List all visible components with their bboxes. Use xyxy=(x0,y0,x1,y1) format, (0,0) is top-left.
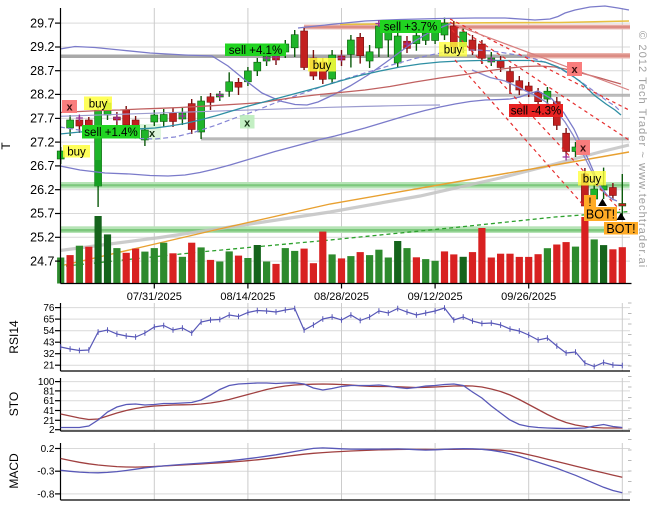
svg-text:26.7: 26.7 xyxy=(30,159,54,173)
svg-text:21: 21 xyxy=(43,416,55,427)
svg-text:21: 21 xyxy=(43,361,55,372)
svg-text:29.2: 29.2 xyxy=(30,40,54,54)
svg-text:STO: STO xyxy=(7,392,21,416)
svg-text:25.7: 25.7 xyxy=(30,207,54,221)
svg-text:BOT!: BOT! xyxy=(586,208,615,222)
svg-text:buy: buy xyxy=(583,173,602,185)
svg-text:54: 54 xyxy=(43,326,55,337)
svg-text:buy: buy xyxy=(89,98,108,110)
svg-text:-0.3: -0.3 xyxy=(37,467,55,478)
svg-text:08/28/2025: 08/28/2025 xyxy=(314,291,369,303)
svg-text:0.2: 0.2 xyxy=(41,444,55,455)
svg-text:buy: buy xyxy=(67,146,86,158)
svg-text:28.2: 28.2 xyxy=(30,88,54,102)
svg-text:sell +4.1%: sell +4.1% xyxy=(229,45,282,57)
svg-text:07/31/2025: 07/31/2025 xyxy=(127,291,182,303)
svg-text:MACD: MACD xyxy=(7,453,21,489)
svg-text:© 2012 Tech Trader ~ www.techt: © 2012 Tech Trader ~ www.techtrader.ai xyxy=(636,31,648,268)
svg-text:-0.8: -0.8 xyxy=(37,489,55,500)
svg-text:sell +3.7%: sell +3.7% xyxy=(384,22,437,34)
svg-text:100: 100 xyxy=(38,377,55,388)
svg-text:sell +1.4%: sell +1.4% xyxy=(84,127,137,139)
svg-text:sell -4.3%: sell -4.3% xyxy=(511,106,562,118)
svg-text:08/14/2025: 08/14/2025 xyxy=(220,291,275,303)
svg-text:24.7: 24.7 xyxy=(30,254,54,268)
svg-text:28.7: 28.7 xyxy=(30,64,54,78)
svg-text:32: 32 xyxy=(43,349,55,360)
svg-text:25.2: 25.2 xyxy=(30,231,54,245)
svg-text:!: ! xyxy=(588,197,591,209)
svg-text:09/12/2025: 09/12/2025 xyxy=(408,291,463,303)
svg-text:x: x xyxy=(66,102,73,114)
svg-text:RSI14: RSI14 xyxy=(7,320,21,354)
svg-text:x: x xyxy=(580,143,587,155)
svg-text:09/26/2025: 09/26/2025 xyxy=(501,291,556,303)
svg-text:27.7: 27.7 xyxy=(30,112,54,126)
svg-text:T: T xyxy=(0,142,13,150)
svg-text:buy: buy xyxy=(444,44,463,56)
svg-text:26.2: 26.2 xyxy=(30,183,54,197)
svg-text:buy: buy xyxy=(313,60,332,72)
svg-text:2: 2 xyxy=(49,425,55,436)
svg-text:BOT!: BOT! xyxy=(606,222,635,236)
svg-text:65: 65 xyxy=(43,315,55,326)
svg-text:x: x xyxy=(244,118,251,130)
svg-text:76: 76 xyxy=(43,303,55,314)
svg-text:27.2: 27.2 xyxy=(30,135,54,149)
svg-text:61: 61 xyxy=(43,396,55,407)
svg-text:43: 43 xyxy=(43,338,55,349)
svg-text:x: x xyxy=(149,128,156,140)
svg-text:81: 81 xyxy=(43,386,55,397)
svg-text:29.7: 29.7 xyxy=(30,16,54,30)
svg-text:41: 41 xyxy=(43,406,55,417)
svg-text:x: x xyxy=(571,64,578,76)
